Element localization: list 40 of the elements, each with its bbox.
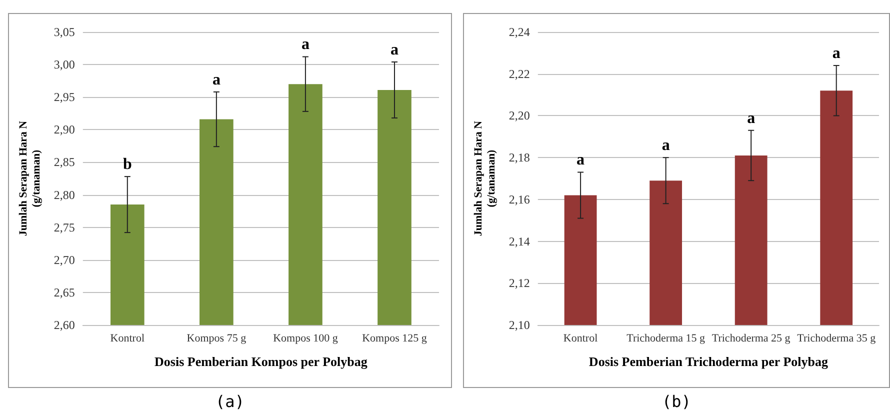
- text: (a): [214, 392, 246, 411]
- annotation: a: [301, 36, 310, 54]
- y-tick-label: 2,85: [54, 155, 75, 170]
- x-axis-title: Dosis Pemberian Trichoderma per Polybag: [588, 354, 828, 369]
- x-tick-label: Kontrol: [110, 332, 145, 344]
- x-tick-label: Kompos 75 g: [186, 332, 247, 344]
- text: (b): [661, 392, 692, 411]
- x-tick-label: Trichoderma 25 g: [712, 332, 791, 344]
- y-tick-label: 2,95: [54, 90, 75, 104]
- x-tick-label: Trichoderma 35 g: [797, 332, 876, 344]
- annotation: a: [662, 137, 670, 154]
- x-tick-label: Kompos 100 g: [273, 332, 338, 344]
- y-tick-label: 3,00: [54, 58, 75, 72]
- x-tick-label: Trichoderma 15 g: [626, 332, 706, 344]
- y-tick-label: 2,16: [508, 192, 530, 206]
- annotation: a: [390, 41, 398, 58]
- y-tick-label: 2,20: [508, 108, 530, 123]
- y-tick-label: 2,60: [54, 318, 75, 332]
- annotation: a: [747, 110, 756, 127]
- y-axis-title: Jumlah Serapan Hara N (g/tanaman): [18, 120, 42, 236]
- y-tick-label: 2,12: [508, 276, 530, 290]
- annotation: a: [212, 71, 220, 88]
- y-tick-label: 2,90: [54, 122, 75, 137]
- x-tick-label: Kompos 125 g: [362, 332, 428, 344]
- y-tick-label: 2,14: [508, 234, 530, 248]
- y-tick-label: 3,05: [54, 25, 75, 39]
- annotation: a: [576, 152, 585, 169]
- y-tick-label: 2,22: [508, 66, 530, 81]
- y-tick-label: 2,75: [54, 220, 75, 234]
- annotation: a: [832, 44, 840, 62]
- y-tick-label: 2,80: [54, 188, 75, 202]
- x-tick-label: Kontrol: [563, 332, 598, 344]
- y-tick-label: 2,18: [508, 150, 530, 165]
- y-tick-label: 2,24: [508, 25, 530, 39]
- y-tick-label: 2,70: [54, 252, 75, 267]
- annotation: b: [122, 156, 132, 174]
- y-tick-label: 2,65: [54, 285, 75, 300]
- x-axis-title: Dosis Pemberian Kompos per Polybag: [154, 354, 368, 369]
- y-tick-label: 2,10: [508, 318, 530, 332]
- y-axis-title: Jumlah Serapan Hara N (g/tanaman): [472, 120, 498, 236]
